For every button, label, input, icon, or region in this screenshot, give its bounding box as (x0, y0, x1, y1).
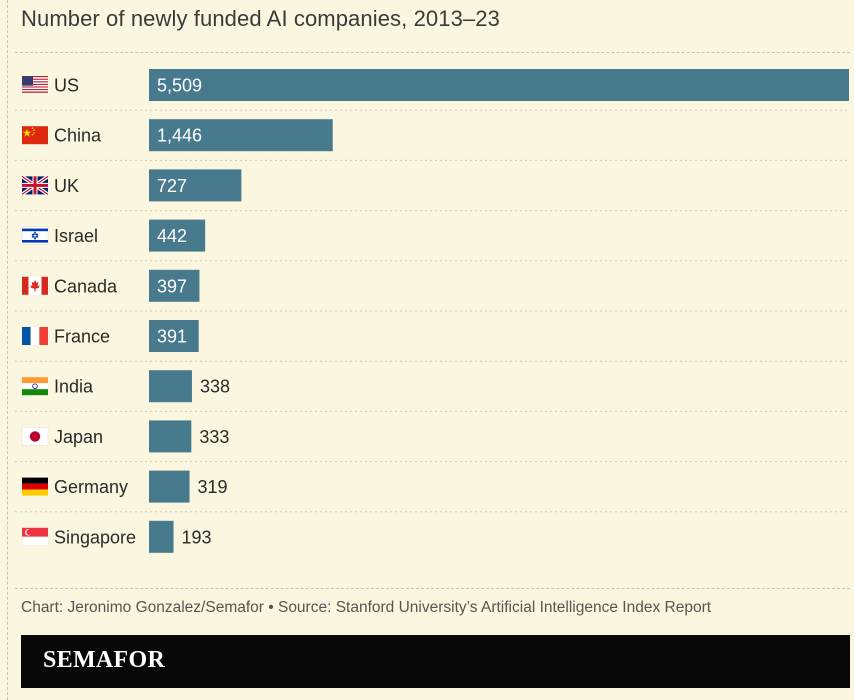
value-label: 319 (198, 477, 228, 497)
category-label: Canada (54, 276, 118, 296)
japan-flag-icon (21, 427, 49, 446)
category-label: US (54, 76, 79, 96)
bar (149, 219, 206, 252)
chart-title: Number of newly funded AI companies, 201… (21, 6, 500, 31)
bar-chart: US 5,509 China 1,446 UK 727 Israel 442 Canada 397… (15, 69, 850, 553)
us-flag-icon (22, 76, 48, 93)
china-flag-icon (22, 126, 48, 145)
value-label: 397 (157, 276, 187, 296)
bar (149, 119, 333, 152)
bar (149, 169, 242, 202)
france-flag-icon (22, 327, 48, 345)
value-label: 333 (199, 427, 229, 447)
value-label: 391 (157, 327, 187, 347)
category-label: China (54, 126, 102, 146)
value-label: 193 (182, 527, 212, 547)
israel-flag-icon (21, 226, 49, 245)
value-label: 338 (200, 377, 230, 397)
singapore-flag-icon (21, 527, 49, 546)
top-divider (15, 52, 850, 53)
value-label: 442 (157, 226, 187, 246)
value-label: 5,509 (157, 76, 202, 96)
uk-flag-icon (20, 174, 50, 196)
bottom-divider (15, 588, 850, 589)
category-label: India (54, 377, 94, 397)
category-label: UK (54, 176, 79, 196)
bar (149, 69, 849, 101)
canada-flag-icon (22, 276, 48, 295)
bar (149, 520, 174, 553)
category-label: Singapore (54, 527, 136, 547)
value-label: 1,446 (157, 126, 202, 146)
bar (149, 320, 199, 352)
source-note: Chart: Jeronimo Gonzalez/Semafor • Sourc… (21, 599, 712, 616)
bar (149, 420, 192, 453)
category-label: Israel (54, 226, 98, 246)
bar (149, 470, 190, 503)
category-label: Germany (54, 477, 128, 497)
brand-footer: SEMAFOR (21, 635, 850, 688)
chart-frame (7, 0, 854, 700)
bar (149, 370, 192, 403)
category-label: France (54, 327, 110, 347)
india-flag-icon (22, 377, 48, 396)
category-label: Japan (54, 427, 103, 447)
germany-flag-icon (22, 477, 48, 496)
bar (149, 269, 200, 302)
value-label: 727 (157, 176, 187, 196)
semafor-logo: SEMAFOR (43, 647, 166, 673)
